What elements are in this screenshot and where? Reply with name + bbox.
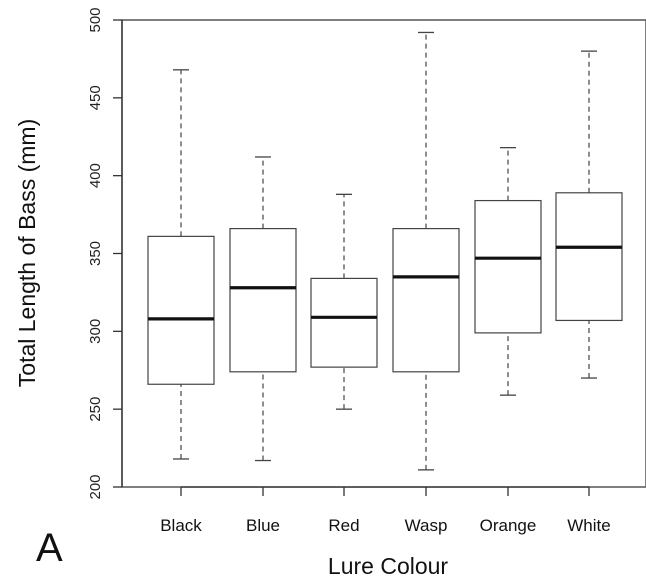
box-orange (474, 146, 542, 396)
iqr-box (555, 192, 623, 322)
y-tick-label: 400 (87, 163, 104, 188)
y-tick-label: 450 (87, 85, 104, 110)
y-axis: 200 250 300 350 400 450 500 (87, 7, 123, 500)
iqr-box (229, 227, 297, 373)
box-black (147, 69, 215, 460)
y-tick-label: 350 (87, 241, 104, 266)
x-axis-title: Lure Colour (328, 553, 449, 579)
x-tick-label-wasp: Wasp (405, 516, 448, 535)
y-axis-title: Total Length of Bass (mm) (14, 119, 40, 387)
iqr-box (310, 277, 378, 368)
iqr-box (392, 227, 460, 373)
x-tick-label-orange: Orange (480, 516, 537, 535)
box-wasp (392, 31, 460, 471)
box-blue (229, 156, 297, 462)
x-tick-label-black: Black (160, 516, 202, 535)
box-red (310, 193, 378, 410)
x-tick-label-white: White (567, 516, 610, 535)
x-axis: Black Blue Red Wasp Orange White (160, 486, 611, 535)
iqr-box (147, 235, 215, 385)
panel-label: A (36, 526, 63, 570)
boxes (147, 31, 623, 471)
box-white (555, 50, 623, 379)
iqr-box (474, 199, 542, 334)
y-tick-label: 300 (87, 319, 104, 344)
x-tick-label-red: Red (328, 516, 359, 535)
y-tick-label: 500 (87, 7, 104, 32)
y-tick-label: 200 (87, 474, 104, 499)
y-tick-label: 250 (87, 397, 104, 422)
x-tick-label-blue: Blue (246, 516, 280, 535)
